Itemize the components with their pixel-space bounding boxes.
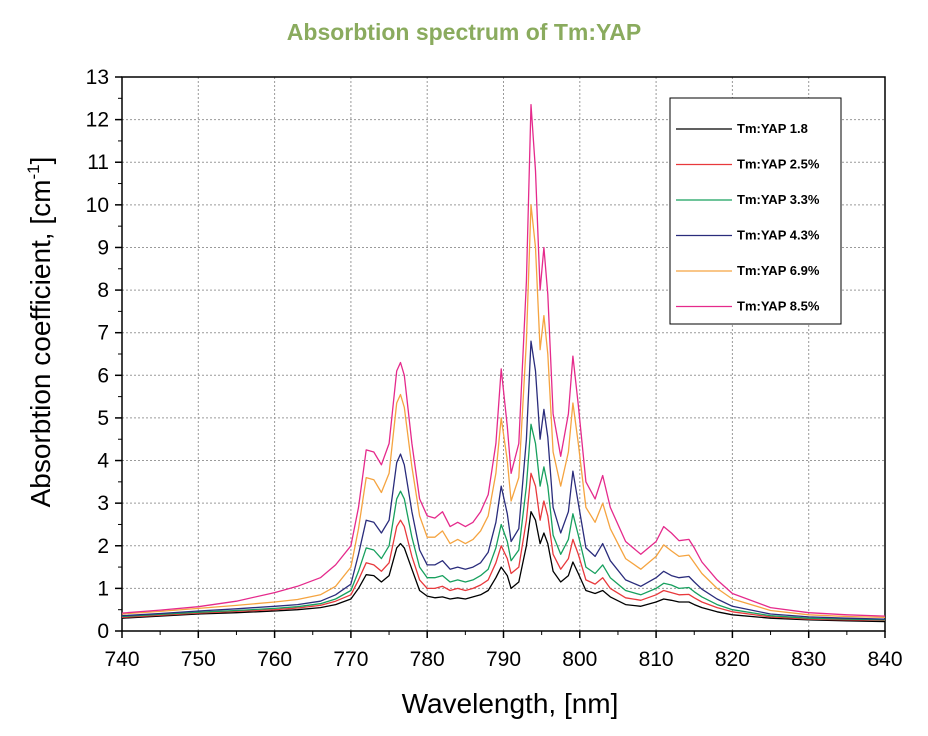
legend-label-6: Tm:YAP 8.5% bbox=[737, 299, 820, 314]
x-axis-label: Wavelength, [nm] bbox=[402, 688, 619, 719]
y-axis-label-end: ] bbox=[25, 157, 56, 165]
x-tick-label: 820 bbox=[715, 648, 750, 671]
legend: Tm:YAP 1.8 Tm:YAP 2.5% Tm:YAP 3.3% Tm:YAP 4… bbox=[669, 97, 842, 325]
y-tick-label: 3 bbox=[97, 492, 109, 515]
y-tick-label: 12 bbox=[86, 109, 109, 132]
series-line-2 bbox=[121, 472, 886, 621]
series-line-6 bbox=[121, 104, 886, 617]
y-tick-label: 9 bbox=[97, 236, 109, 259]
y-axis-label-main: Absorbtion coefficient, [cm bbox=[25, 180, 56, 508]
series-line-3 bbox=[121, 423, 886, 621]
legend-label-1: Tm:YAP 1.8 bbox=[737, 121, 808, 136]
axis-ticks: 740 750 760 770 780 790 800 810 820 830 8400123456… bbox=[86, 66, 903, 671]
legend-label-3: Tm:YAP 3.3% bbox=[737, 192, 820, 207]
legend-label-5: Tm:YAP 6.9% bbox=[737, 263, 820, 278]
y-axis-label-superscript: -1 bbox=[24, 164, 43, 179]
x-tick-label: 840 bbox=[867, 648, 902, 671]
series-line-1 bbox=[121, 511, 886, 623]
x-tick-label: 800 bbox=[562, 648, 597, 671]
y-tick-label: 6 bbox=[97, 364, 109, 387]
y-tick-label: 7 bbox=[97, 322, 109, 345]
x-tick-label: 760 bbox=[257, 648, 292, 671]
y-tick-label: 11 bbox=[87, 151, 109, 174]
y-tick-label: 8 bbox=[97, 279, 109, 302]
y-tick-label: 4 bbox=[97, 450, 109, 473]
series-group bbox=[121, 104, 886, 623]
series-line-4 bbox=[121, 340, 886, 620]
legend-label-2: Tm:YAP 2.5% bbox=[737, 157, 820, 172]
x-tick-label: 770 bbox=[333, 648, 368, 671]
y-tick-label: 10 bbox=[86, 194, 109, 217]
legend-box bbox=[669, 97, 842, 325]
y-tick-label: 0 bbox=[97, 620, 109, 643]
legend-label-4: Tm:YAP 4.3% bbox=[737, 228, 820, 243]
x-tick-label: 780 bbox=[410, 648, 445, 671]
x-tick-label: 830 bbox=[791, 648, 826, 671]
y-axis-label: Absorbtion coefficient, [cm-1] bbox=[24, 157, 56, 508]
y-tick-label: 13 bbox=[86, 66, 109, 89]
x-tick-label: 810 bbox=[639, 648, 674, 671]
grid bbox=[122, 77, 885, 631]
y-tick-label: 5 bbox=[97, 407, 109, 430]
x-tick-label: 790 bbox=[486, 648, 521, 671]
x-tick-label: 750 bbox=[181, 648, 216, 671]
y-tick-label: 2 bbox=[97, 535, 109, 558]
y-tick-label: 1 bbox=[97, 577, 109, 600]
x-tick-label: 740 bbox=[104, 648, 139, 671]
series-line-5 bbox=[121, 204, 886, 619]
chart-title: Absorbtion spectrum of Tm:YAP bbox=[287, 19, 641, 45]
